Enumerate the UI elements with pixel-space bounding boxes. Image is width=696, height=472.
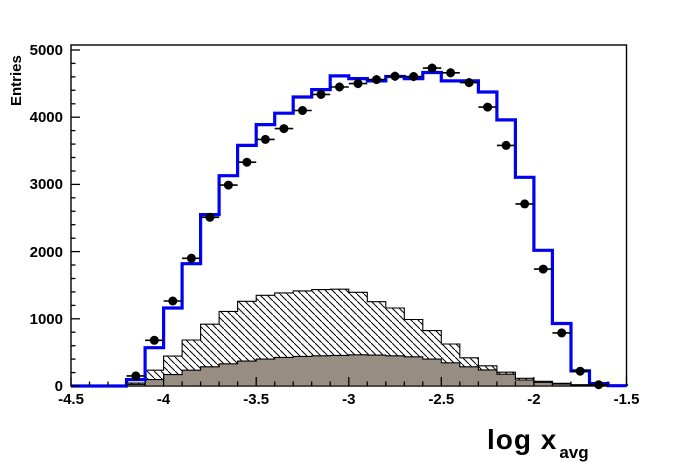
x-tick-label: -4: [156, 391, 171, 408]
data-points: [126, 63, 608, 390]
y-tick-label: 1000: [29, 310, 63, 328]
x-tick-label: -1.5: [613, 391, 640, 408]
y-axis-title: Entries: [8, 55, 25, 106]
x-axis-title: log x avg: [487, 424, 589, 462]
y-tick-label: 5000: [29, 42, 63, 59]
axis-ticks: [70, 49, 628, 387]
blue-open-histogram: [71, 70, 629, 388]
hatched-histogram: [71, 288, 627, 387]
y-tick-label: 3000: [29, 176, 63, 194]
x-axis-title-subscript: avg: [559, 443, 589, 462]
x-axis-title-main: log x: [487, 424, 558, 455]
y-tick-label: 4000: [29, 109, 63, 127]
y-tick-label: 2000: [29, 243, 63, 261]
x-tick-label: -4.5: [58, 391, 84, 408]
x-tick-label: -3.5: [243, 391, 270, 408]
gray-filled-histogram: [71, 354, 627, 387]
x-tick-label: -2: [527, 391, 541, 408]
x-tick-label: -2.5: [428, 391, 455, 408]
y-tick-label: 0: [54, 378, 63, 395]
x-tick-label: -3: [342, 391, 356, 408]
